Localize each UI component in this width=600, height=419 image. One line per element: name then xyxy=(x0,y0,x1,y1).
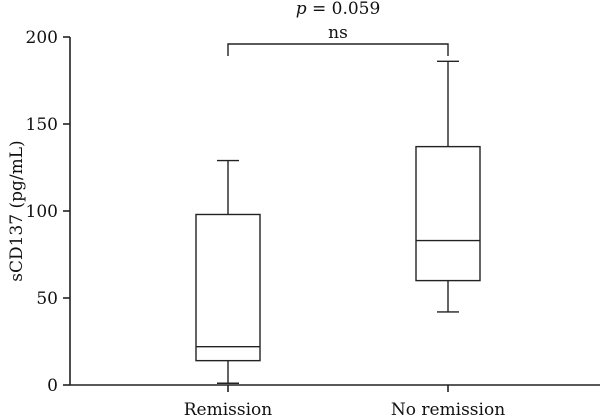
box-group xyxy=(195,159,261,384)
p-symbol: p xyxy=(296,0,307,19)
significance-bracket xyxy=(227,43,449,56)
boxes xyxy=(195,60,481,384)
x-ticks: Remission No remission xyxy=(184,385,505,419)
y-axis-label: sCD137 (pg/mL) xyxy=(7,140,27,281)
x-tick-label: No remission xyxy=(391,400,505,419)
y-tick-label: 100 xyxy=(26,202,58,222)
y-ticks: 0 50 100 150 200 xyxy=(26,28,70,396)
y-tick-label: 150 xyxy=(26,115,58,135)
y-tick-label: 0 xyxy=(47,376,58,396)
p-value: = 0.059 xyxy=(307,0,381,19)
significance-annotation: ns p = 0.059 xyxy=(227,0,449,56)
significance-label: ns xyxy=(328,23,348,43)
x-axis: Remission No remission xyxy=(70,384,600,419)
y-tick-label: 200 xyxy=(26,28,58,48)
y-tick-label: 50 xyxy=(36,289,58,309)
x-tick-label: Remission xyxy=(184,400,273,419)
box-group xyxy=(415,60,481,313)
p-value-label: p = 0.059 xyxy=(296,0,381,19)
iqr-box xyxy=(195,213,261,362)
iqr-box xyxy=(415,145,481,282)
y-axis: 0 50 100 150 200 sCD137 (pg/mL) xyxy=(7,28,71,396)
